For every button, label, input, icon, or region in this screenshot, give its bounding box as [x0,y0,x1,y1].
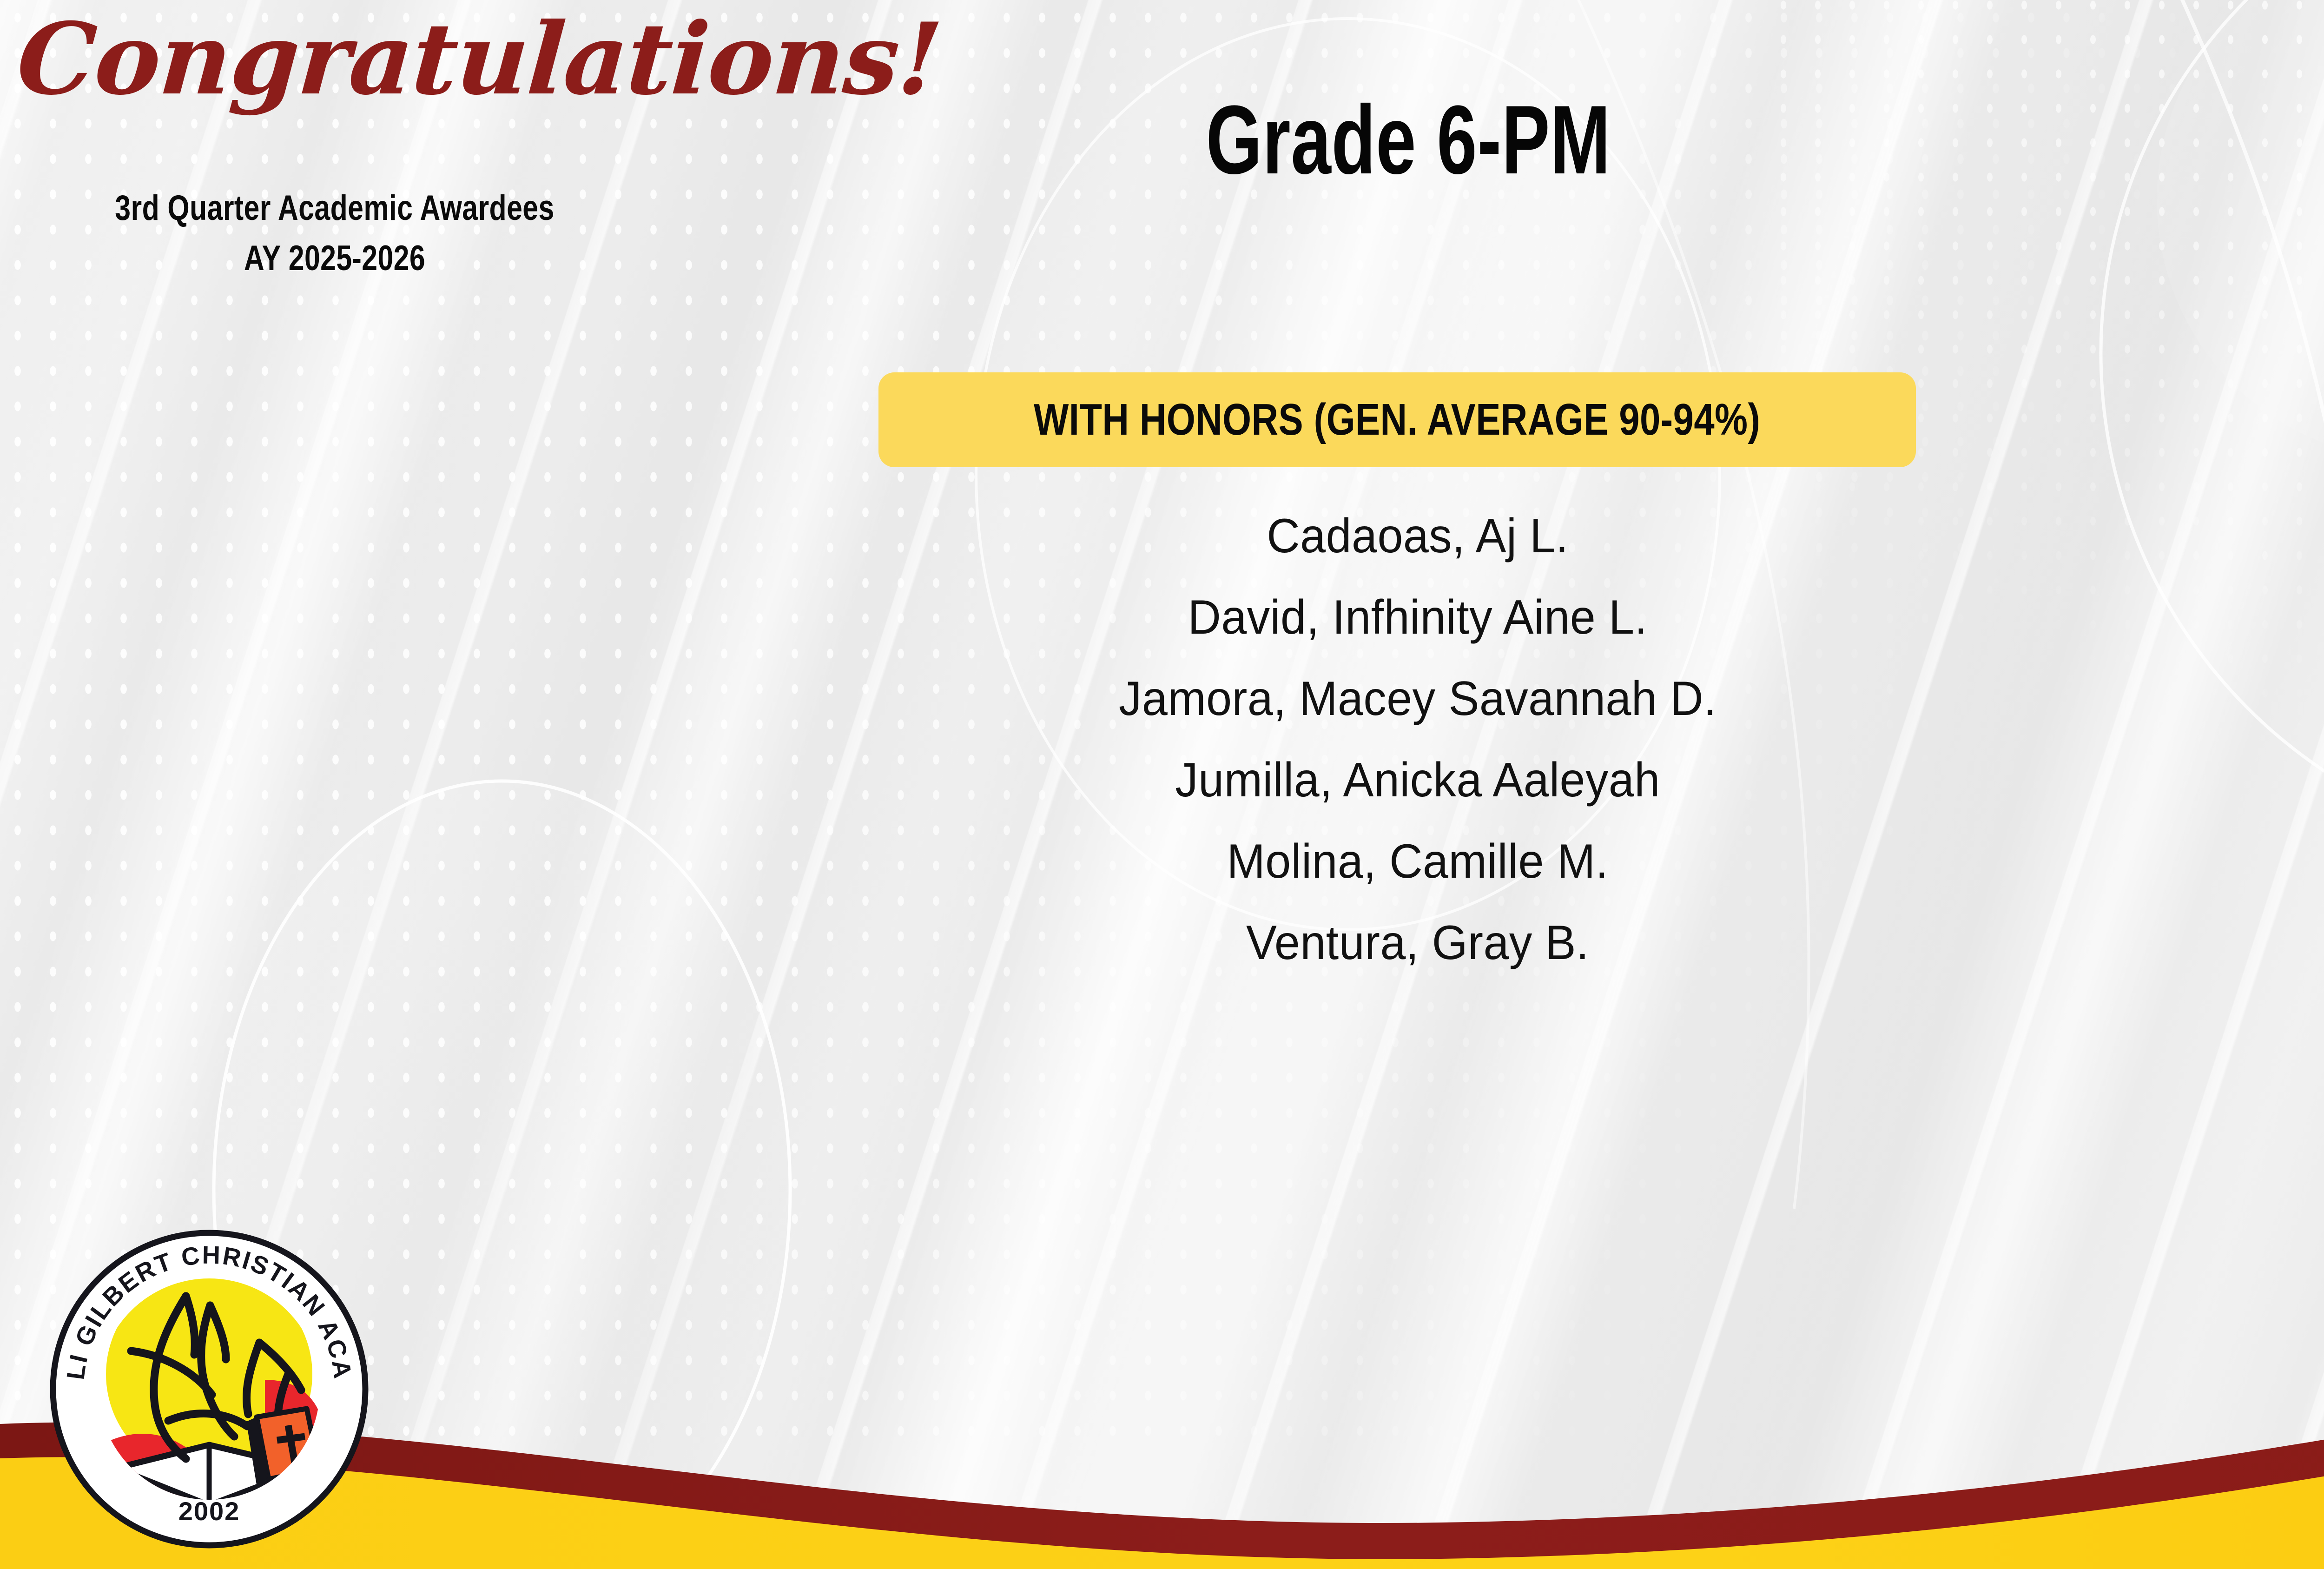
awardee-name: Cadaoas, Aj L. [1267,509,1569,563]
awardee-name: Ventura, Gray B. [1246,916,1589,970]
subtitle-text: 3rd Quarter Academic Awardees [115,188,555,228]
awardee-name: Jumilla, Anicka Aaleyah [1175,753,1660,807]
footer-wave-bands [0,1422,2324,1569]
awardee-name: Molina, Camille M. [1227,834,1609,888]
awardee-list: Cadaoas, Aj L. David, Infhinity Aine L. Ja… [720,496,2115,984]
gold-wave [0,1457,2324,1569]
status-badge: WITH HONORS (GEN. AVERAGE 90-94%) [878,372,1916,467]
cross-icon [277,1424,305,1463]
awardee-name: David, Infhinity Aine L. [1188,590,1648,644]
awardee-name: Jamora, Macey Savannah D. [1119,672,1717,726]
school-seal-logo: ANGELI GILBERT CHRISTIAN ACADEMY 2002 [46,1226,369,1549]
seal-emblem [99,1278,320,1500]
flame-icon [127,1292,305,1463]
badge-label: WITH HONORS (GEN. AVERAGE 90-94%) [1034,395,1761,444]
page-title: Grade 6-PM [1206,85,1611,194]
seal-year: 2002 [178,1496,240,1526]
congratulations-heading: Congratulations! [13,1,945,117]
academic-year-text: AY 2025-2026 [244,238,426,278]
